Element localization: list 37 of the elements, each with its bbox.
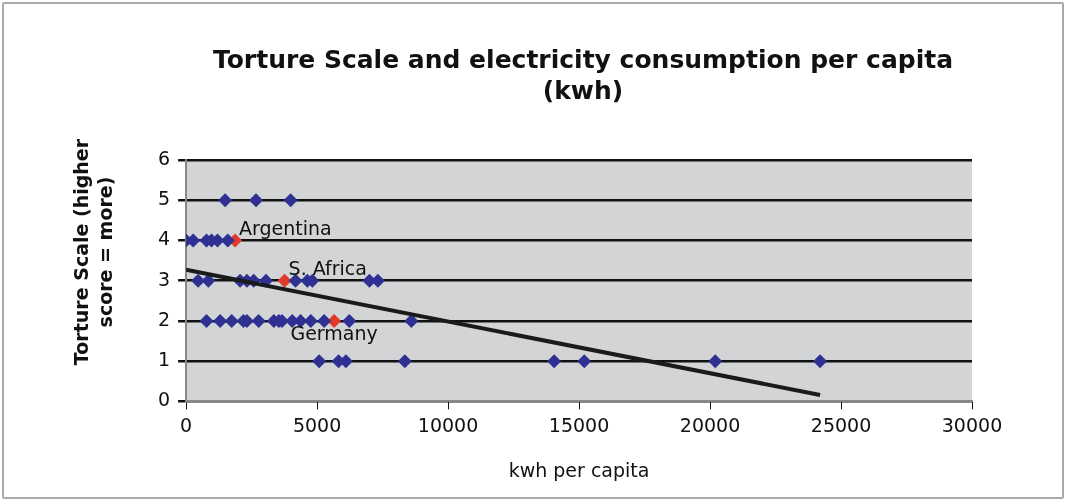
y-tick-label: 2 <box>157 307 171 330</box>
y-tick-label: 0 <box>157 388 171 411</box>
point <box>277 273 292 288</box>
x-tick-label: 15000 <box>548 413 610 436</box>
y-tick-label: 6 <box>157 146 171 169</box>
x-tick-label: 30000 <box>941 413 1003 436</box>
point <box>708 354 723 369</box>
y-axis-title: Torture Scale (higher score = more) <box>69 137 117 368</box>
point <box>547 354 562 369</box>
point <box>813 354 828 369</box>
x-tick-label: 20000 <box>679 413 741 436</box>
point <box>191 273 206 288</box>
point <box>249 193 264 208</box>
point <box>224 313 239 328</box>
point <box>251 313 266 328</box>
point <box>199 313 214 328</box>
y-tick-label: 1 <box>157 348 171 371</box>
point <box>312 354 327 369</box>
y-tick-label: 3 <box>157 267 171 290</box>
point <box>283 193 298 208</box>
y-tick-label: 4 <box>157 227 171 250</box>
point <box>213 313 228 328</box>
chart-title: Torture Scale and electricity consumption per capita (kwh) <box>211 44 955 106</box>
x-axis-title: kwh per capita <box>508 458 650 481</box>
annotation: S. Africa <box>288 257 367 280</box>
x-tick-label: 0 <box>180 413 193 436</box>
point <box>397 354 412 369</box>
x-tick-label: 25000 <box>810 413 872 436</box>
y-tick-label: 5 <box>157 187 171 210</box>
annotation: Germany <box>290 322 378 345</box>
x-tick-label: 10000 <box>417 413 479 436</box>
point <box>201 273 216 288</box>
point <box>577 354 592 369</box>
x-tick-label: 5000 <box>292 413 342 436</box>
point <box>220 233 235 248</box>
point <box>218 193 233 208</box>
annotation: Argentina <box>239 216 332 239</box>
